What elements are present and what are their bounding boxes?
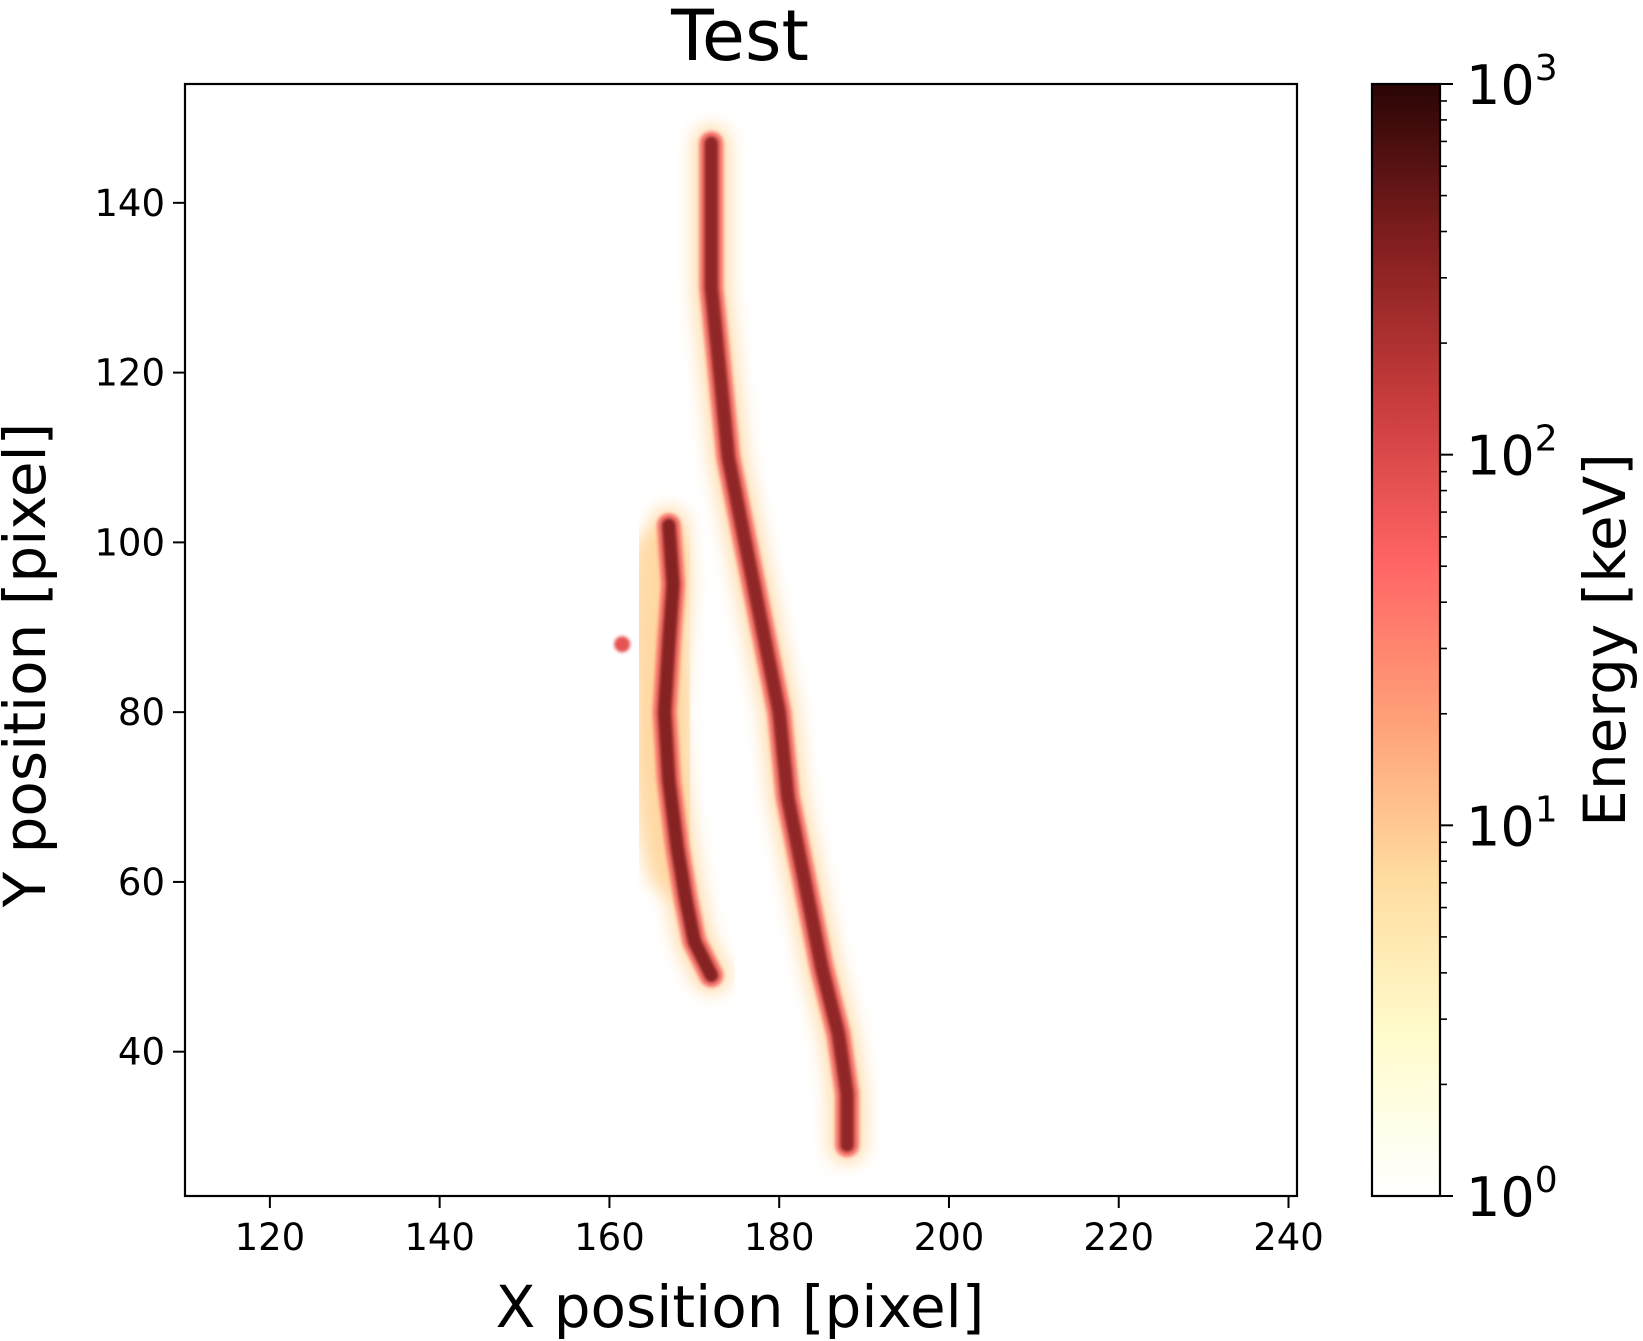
x-tick-label: 120 — [235, 1216, 306, 1259]
y-tick-label: 140 — [94, 182, 165, 225]
y-axis-label: Y position [pixel] — [0, 423, 59, 909]
colorbar-tick-label: 101 — [1466, 789, 1558, 858]
x-tick-label: 240 — [1253, 1216, 1324, 1259]
plot-frame — [183, 82, 1299, 1198]
track-core — [704, 136, 855, 1153]
x-tick-label: 220 — [1083, 1216, 1154, 1259]
x-tick-label: 160 — [574, 1216, 645, 1259]
colorbar — [1372, 84, 1440, 1196]
x-tick-label: 200 — [914, 1216, 985, 1259]
y-tick-label: 40 — [118, 1031, 165, 1074]
y-tick-label: 60 — [118, 861, 165, 904]
y-tick-label: 80 — [118, 691, 165, 734]
colorbar-tick-label: 103 — [1466, 48, 1558, 117]
colorbar-tick-label: 102 — [1466, 419, 1558, 488]
x-tick-label: 180 — [744, 1216, 815, 1259]
hotspot — [614, 636, 631, 653]
x-axis-label: X position [pixel] — [496, 1273, 985, 1341]
y-axis: 40 60 80 100 120 140 — [94, 182, 185, 1074]
y-tick-label: 100 — [94, 521, 165, 564]
chart-title: Test — [670, 0, 809, 77]
colorbar-label: Energy [keV] — [1571, 453, 1639, 827]
track-2 — [620, 507, 730, 994]
track-core — [657, 518, 719, 983]
x-tick-label: 140 — [404, 1216, 475, 1259]
colorbar-frame — [1370, 82, 1442, 1198]
track-1 — [680, 120, 866, 1164]
heatmap-layer — [614, 120, 866, 1164]
x-axis: 120 140 160 180 200 220 240 — [235, 1196, 1324, 1259]
colorbar-tick-label: 100 — [1466, 1160, 1558, 1229]
y-tick-label: 120 — [94, 352, 165, 395]
colorbar-axis: 100 101 102 103 — [1440, 48, 1558, 1229]
